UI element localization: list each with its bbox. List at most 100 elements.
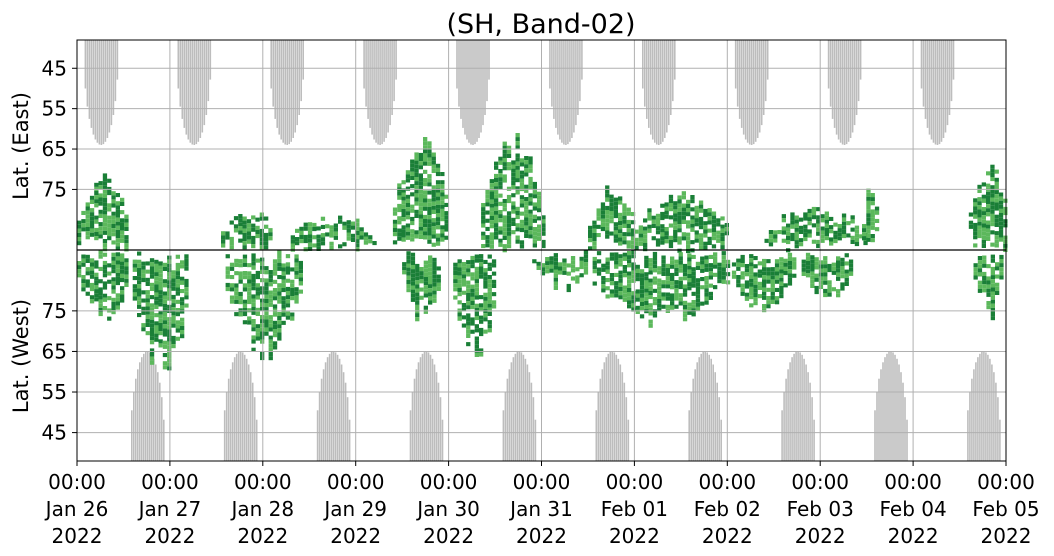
green-cell xyxy=(519,240,525,245)
green-cell xyxy=(711,223,717,228)
green-cell xyxy=(792,265,797,270)
green-cell xyxy=(824,215,829,220)
green-cell xyxy=(423,231,428,236)
green-cell xyxy=(229,299,235,304)
gray-mask-column xyxy=(209,40,212,80)
green-cell xyxy=(162,291,168,296)
green-cell xyxy=(461,282,467,287)
green-cell xyxy=(511,209,516,214)
green-cell xyxy=(171,282,176,287)
green-cell xyxy=(1003,239,1008,244)
green-cell xyxy=(1003,235,1008,240)
green-cell xyxy=(431,209,436,214)
green-cell xyxy=(824,211,829,216)
gray-mask-column xyxy=(884,357,886,461)
green-cell xyxy=(528,164,533,169)
green-cell xyxy=(977,264,983,269)
green-cell xyxy=(255,270,260,275)
x-tick-text: 2022 xyxy=(330,524,381,548)
green-cell xyxy=(866,221,871,226)
green-cell xyxy=(290,267,295,272)
green-cell xyxy=(973,243,978,248)
green-cell xyxy=(498,193,503,198)
green-cell xyxy=(532,227,537,232)
green-cell xyxy=(444,194,449,199)
green-cell xyxy=(634,246,639,251)
green-cell xyxy=(98,299,103,304)
gray-mask-column xyxy=(141,357,143,461)
green-cell xyxy=(840,257,845,262)
green-cell xyxy=(570,260,576,265)
green-cell xyxy=(338,215,343,220)
gray-mask-column xyxy=(716,382,718,461)
y-axis-label-west: Lat. (West) xyxy=(9,299,33,413)
green-cell xyxy=(657,303,662,308)
green-cell xyxy=(716,222,721,227)
green-cell xyxy=(731,262,737,267)
green-cell xyxy=(102,206,108,211)
green-cell xyxy=(401,200,406,205)
green-cell xyxy=(874,206,880,211)
green-cell xyxy=(668,198,674,203)
x-tick-text: 00:00 xyxy=(884,470,942,494)
gray-mask-column xyxy=(922,40,925,107)
green-cell xyxy=(255,229,260,234)
green-cell xyxy=(149,340,155,345)
green-cell xyxy=(794,236,799,241)
green-cell xyxy=(605,234,610,239)
gray-mask-column xyxy=(464,40,466,135)
green-cell xyxy=(511,180,516,185)
green-cell xyxy=(682,313,688,318)
green-cell xyxy=(687,261,692,266)
green-cell xyxy=(836,293,841,298)
green-cell xyxy=(990,307,995,312)
green-cell xyxy=(307,222,313,227)
green-cell xyxy=(272,320,278,325)
green-cell xyxy=(355,230,360,235)
green-cell xyxy=(774,263,780,268)
green-cell xyxy=(866,225,871,230)
gray-mask-east-6 xyxy=(642,40,676,145)
green-cell xyxy=(986,284,991,289)
green-cell xyxy=(803,232,808,237)
green-cell xyxy=(673,201,678,206)
green-cell xyxy=(175,254,180,259)
green-cell xyxy=(687,278,692,283)
green-cell xyxy=(818,280,824,285)
green-cell xyxy=(184,291,189,296)
green-cell xyxy=(773,238,778,243)
green-cell xyxy=(432,290,437,295)
gray-mask-column xyxy=(334,352,337,461)
green-cell xyxy=(405,227,411,232)
green-cell xyxy=(592,281,597,286)
green-cell xyxy=(648,286,653,291)
green-cell xyxy=(320,233,326,238)
green-cell xyxy=(519,199,525,204)
green-cell xyxy=(583,254,589,259)
green-cell xyxy=(115,256,120,261)
green-cell xyxy=(277,287,282,292)
green-cell xyxy=(986,200,991,205)
green-cell xyxy=(405,174,411,179)
green-cell xyxy=(986,264,991,269)
green-cell xyxy=(489,207,494,212)
green-cell xyxy=(260,323,265,328)
green-cell xyxy=(111,228,116,233)
green-cell xyxy=(102,281,108,286)
green-cell xyxy=(89,282,95,287)
green-cell xyxy=(601,288,606,293)
gray-mask-column xyxy=(139,362,141,461)
green-cell xyxy=(98,266,103,271)
green-cell xyxy=(242,216,247,221)
green-cell xyxy=(414,177,419,182)
green-cell xyxy=(973,227,978,232)
green-cell xyxy=(977,260,983,265)
green-region-west-8 xyxy=(801,252,854,298)
green-cell xyxy=(461,303,467,308)
gray-mask-column xyxy=(664,40,666,138)
green-cell xyxy=(686,208,691,213)
green-cell xyxy=(180,260,185,265)
green-cell xyxy=(98,230,103,235)
gray-mask-column xyxy=(114,40,117,102)
gray-mask-east-5 xyxy=(549,40,583,145)
